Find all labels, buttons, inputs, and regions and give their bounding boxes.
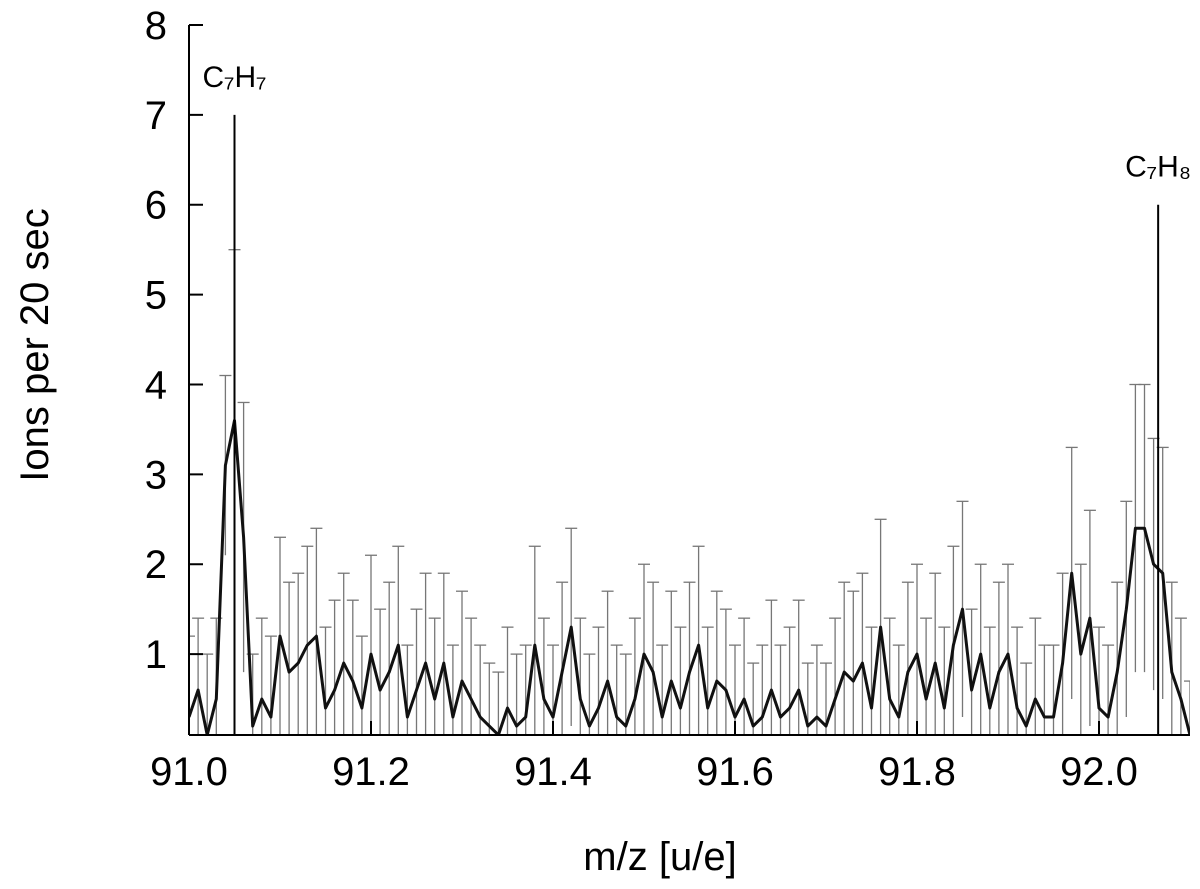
x-tick-label: 91.0 (150, 750, 228, 794)
y-tick-label: 4 (145, 363, 167, 407)
data-line (189, 418, 1190, 735)
y-tick-label: 2 (145, 543, 167, 587)
y-axis-title: Ions per 20 sec (13, 208, 57, 482)
x-tick-label: 91.2 (332, 750, 410, 794)
x-tick-label: 91.6 (696, 750, 774, 794)
y-tick-label: 6 (145, 184, 167, 228)
x-tick-label: 91.8 (878, 750, 956, 794)
annotation-label: C₇H₈ (1125, 151, 1191, 184)
x-tick-label: 91.4 (514, 750, 592, 794)
y-tick-label: 5 (145, 274, 167, 318)
x-tick-label: 92.0 (1060, 750, 1138, 794)
y-tick-label: 7 (145, 94, 167, 138)
plot-area (189, 249, 1190, 735)
y-tick-label: 3 (145, 453, 167, 497)
y-tick-label: 8 (145, 4, 167, 48)
y-tick-label: 1 (145, 633, 167, 677)
x-axis-title: m/z [u/e] (583, 835, 736, 879)
annotation-label: C₇H₇ (203, 61, 267, 94)
